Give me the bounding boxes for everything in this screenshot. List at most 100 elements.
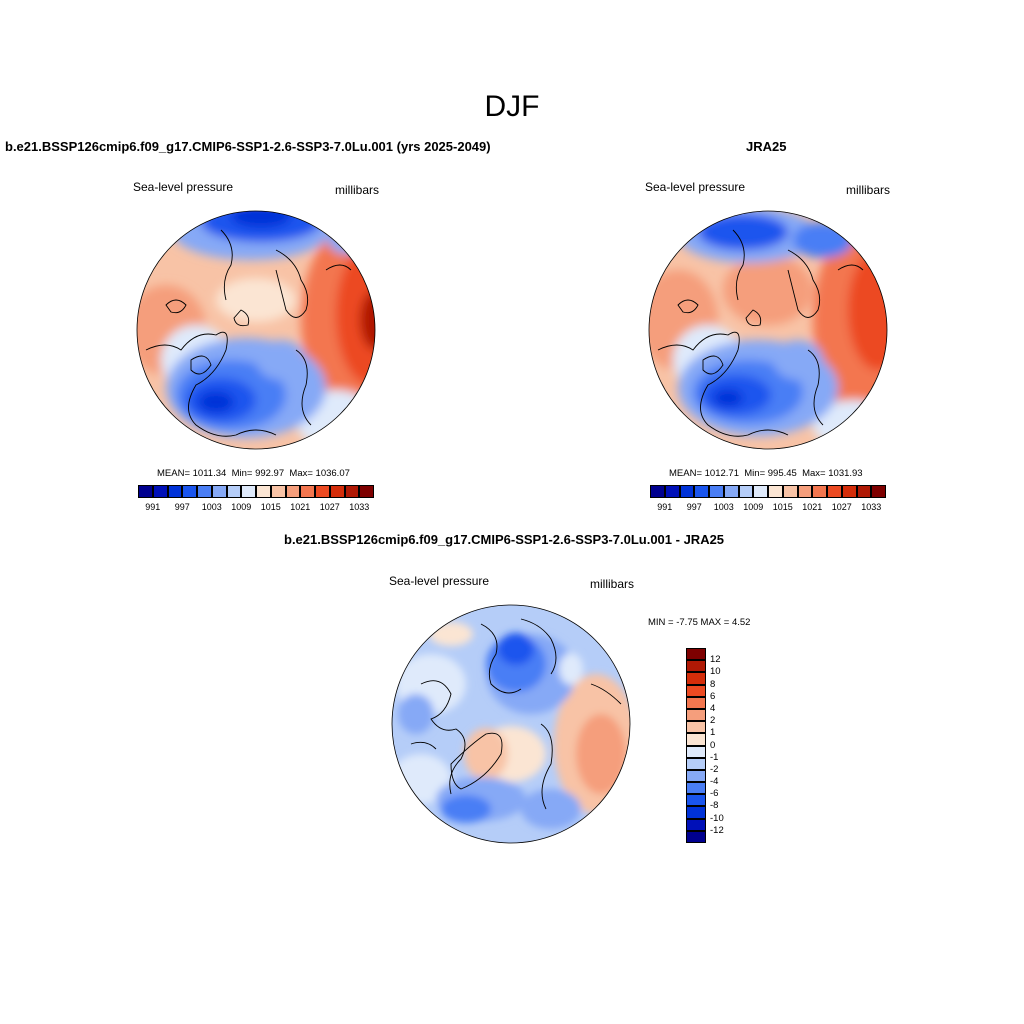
colorbar-tick-label: 2 xyxy=(710,715,716,727)
model-map xyxy=(136,210,376,450)
colorbar-swatch xyxy=(197,485,212,498)
colorbar-swatch xyxy=(359,485,374,498)
obs-min-value: 995.45 xyxy=(767,468,797,479)
colorbar-tick-label: -1 xyxy=(710,751,719,763)
colorbar-swatch xyxy=(650,485,665,498)
colorbar-swatch xyxy=(797,485,813,498)
colorbar-swatch xyxy=(827,485,842,498)
colorbar-swatch xyxy=(686,830,706,843)
colorbar-swatch xyxy=(782,485,798,498)
model-units-label: millibars xyxy=(335,183,380,197)
obs-mean-value: 1012.71 xyxy=(704,468,739,479)
model-variable-label: Sea-level pressure xyxy=(133,180,234,194)
colorbar-swatch xyxy=(344,485,360,498)
colorbar-swatch xyxy=(285,485,301,498)
colorbar-swatch xyxy=(686,818,706,831)
colorbar-swatch xyxy=(738,485,754,498)
colorbar-tick-label: 1033 xyxy=(349,502,370,512)
colorbar-swatch xyxy=(329,485,345,498)
colorbar-tick-label: 4 xyxy=(710,702,716,714)
colorbar-tick-label: 997 xyxy=(686,502,702,512)
colorbar-swatch xyxy=(182,485,197,498)
obs-units-label: millibars xyxy=(846,183,891,197)
diff-units-label: millibars xyxy=(590,577,635,591)
colorbar-swatch xyxy=(686,794,706,807)
colorbar-swatch xyxy=(679,485,695,498)
colorbar-tick-label: 10 xyxy=(710,666,721,678)
colorbar-tick-label: 1003 xyxy=(201,502,222,512)
colorbar-tick-label: 1009 xyxy=(231,502,252,512)
page-title: DJF xyxy=(484,90,540,123)
colorbar-swatch xyxy=(686,745,706,758)
colorbar-tick-label: 1 xyxy=(710,727,716,739)
colorbar-swatch xyxy=(152,485,168,498)
colorbar-swatch xyxy=(686,672,706,685)
colorbar-swatch xyxy=(686,782,706,795)
colorbar-tick-label: 1015 xyxy=(772,502,793,512)
colorbar-swatch xyxy=(315,485,330,498)
model-max-value: 1036.07 xyxy=(315,468,350,479)
colorbar-tick-label: 1021 xyxy=(290,502,311,512)
diff-stats: MIN = -7.75 MAX = 4.52 xyxy=(648,617,751,628)
colorbar-swatch xyxy=(686,648,706,661)
colorbar-tick-label: 1009 xyxy=(743,502,764,512)
colorbar-tick-label: 1015 xyxy=(260,502,281,512)
colorbar-swatch xyxy=(686,757,706,770)
obs-map xyxy=(648,210,888,450)
colorbar-tick-label: 8 xyxy=(710,678,716,690)
colorbar-tick-label: 0 xyxy=(710,739,716,751)
colorbar-tick-label: 1027 xyxy=(319,502,340,512)
colorbar-tick-label: 1003 xyxy=(713,502,734,512)
model-stats: MEAN= 1011.34 Min= 992.97 Max= 1036.07 xyxy=(157,468,350,479)
colorbar-tick-label: -8 xyxy=(710,800,719,812)
colorbar-tick-label: 1033 xyxy=(861,502,882,512)
model-panel-title: b.e21.BSSP126cmip6.f09_g17.CMIP6-SSP1-2.… xyxy=(5,139,491,154)
colorbar-swatch xyxy=(723,485,739,498)
colorbar-tick-label: 6 xyxy=(710,690,716,702)
colorbar-swatch xyxy=(812,485,827,498)
colorbar-swatch xyxy=(300,485,315,498)
colorbar-swatch xyxy=(686,708,706,722)
colorbar-swatch xyxy=(686,733,706,746)
colorbar-tick-label: 991 xyxy=(145,502,161,512)
colorbar-swatch xyxy=(841,485,857,498)
model-colorbar-labels: 991 997 1003 1009 1015 1021 1027 1033 xyxy=(138,502,374,514)
colorbar-swatch xyxy=(226,485,242,498)
diff-colorbar-labels: 12 10 8 6 4 2 1 0 -1 -2 -4 -6 -8 -10 -12 xyxy=(710,648,750,843)
diff-variable-label: Sea-level pressure xyxy=(389,574,490,588)
colorbar-swatch xyxy=(270,485,286,498)
colorbar-swatch xyxy=(686,660,706,673)
obs-stats: MEAN= 1012.71 Min= 995.45 Max= 1031.93 xyxy=(669,468,863,479)
diff-map xyxy=(391,604,631,844)
colorbar-swatch xyxy=(686,696,706,709)
obs-max-value: 1031.93 xyxy=(828,468,863,479)
colorbar-tick-label: -10 xyxy=(710,812,724,824)
colorbar-swatch xyxy=(686,769,706,783)
diff-panel-title: b.e21.BSSP126cmip6.f09_g17.CMIP6-SSP1-2.… xyxy=(284,532,725,547)
obs-colorbar xyxy=(650,485,886,498)
colorbar-swatch xyxy=(856,485,872,498)
obs-variable-label: Sea-level pressure xyxy=(645,180,746,194)
colorbar-tick-label: 1021 xyxy=(802,502,823,512)
obs-panel-title: JRA25 xyxy=(746,139,787,154)
colorbar-tick-label: -4 xyxy=(710,776,719,788)
colorbar-swatch xyxy=(167,485,183,498)
colorbar-tick-label: -2 xyxy=(710,763,719,775)
colorbar-swatch xyxy=(686,806,706,819)
model-min-value: 992.97 xyxy=(255,468,285,479)
colorbar-swatch xyxy=(871,485,886,498)
colorbar-tick-label: -12 xyxy=(710,824,724,836)
colorbar-swatch xyxy=(768,485,783,498)
colorbar-swatch xyxy=(686,684,706,697)
obs-colorbar-labels: 991 997 1003 1009 1015 1021 1027 1033 xyxy=(650,502,886,514)
colorbar-swatch xyxy=(211,485,227,498)
colorbar-tick-label: -6 xyxy=(710,788,719,800)
model-mean-value: 1011.34 xyxy=(192,468,227,479)
colorbar-tick-label: 991 xyxy=(657,502,673,512)
colorbar-tick-label: 12 xyxy=(710,654,721,666)
colorbar-swatch xyxy=(686,721,706,734)
colorbar-tick-label: 997 xyxy=(174,502,190,512)
colorbar-swatch xyxy=(256,485,271,498)
colorbar-swatch xyxy=(753,485,768,498)
colorbar-swatch xyxy=(138,485,153,498)
